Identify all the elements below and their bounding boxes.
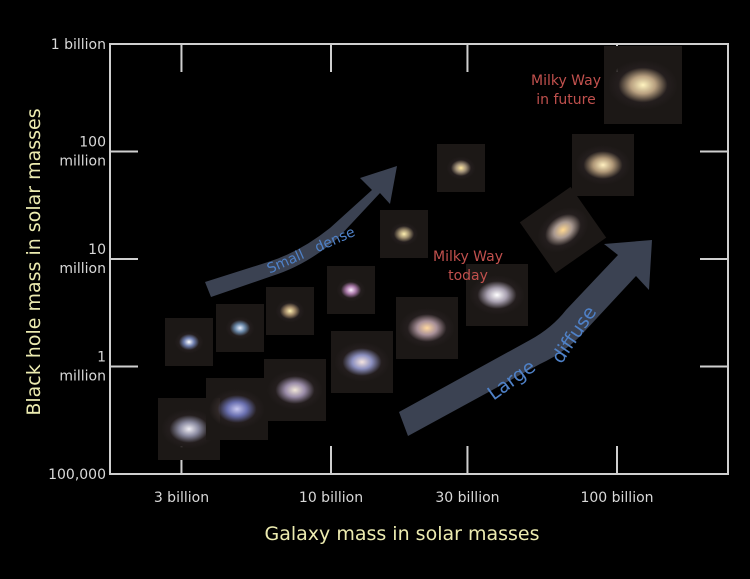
galaxy-point [380,210,428,259]
annotation-line: Milky Way [530,73,601,89]
y-tick-label: million [59,369,106,385]
y-tick-label: 100 [79,135,106,151]
galaxy-point [396,296,459,359]
galaxy-point [603,46,682,125]
galaxy-point [215,303,264,352]
galaxy-point [465,264,528,327]
y-tick-label: 100,000 [48,467,106,483]
annotation-line: Milky Way [432,249,503,265]
galaxy-point [264,359,327,422]
small-dense-arrow [205,166,397,297]
milky-way-future-label: Milky Way in future [518,72,614,110]
large-diffuse-arrow [399,240,652,436]
milky-way-today-label: Milky Way today [418,248,518,286]
annotation-line: today [448,268,488,284]
y-tick-label: 10 [88,242,106,258]
x-tick-label: 100 billion [580,490,653,506]
x-axis-title: Galaxy mass in solar masses [265,523,540,545]
annotation-line: in future [536,92,596,108]
galaxy-point [266,286,315,335]
galaxy-point [326,266,375,315]
y-axis-title: Black hole mass in solar masses [23,108,45,415]
galaxy-point [330,331,393,394]
galaxy-point [206,378,269,441]
x-tick-label: 10 billion [299,490,363,506]
x-tick-label: 3 billion [154,490,209,506]
galaxy-point [437,144,486,193]
galaxy-point [165,317,214,366]
y-tick-label: million [59,154,106,170]
y-tick-label: million [59,261,106,277]
x-tick-label: 30 billion [435,490,499,506]
galaxy-point [571,133,634,196]
y-tick-label: 1 [97,350,106,366]
y-tick-label: 1 billion [51,37,106,53]
